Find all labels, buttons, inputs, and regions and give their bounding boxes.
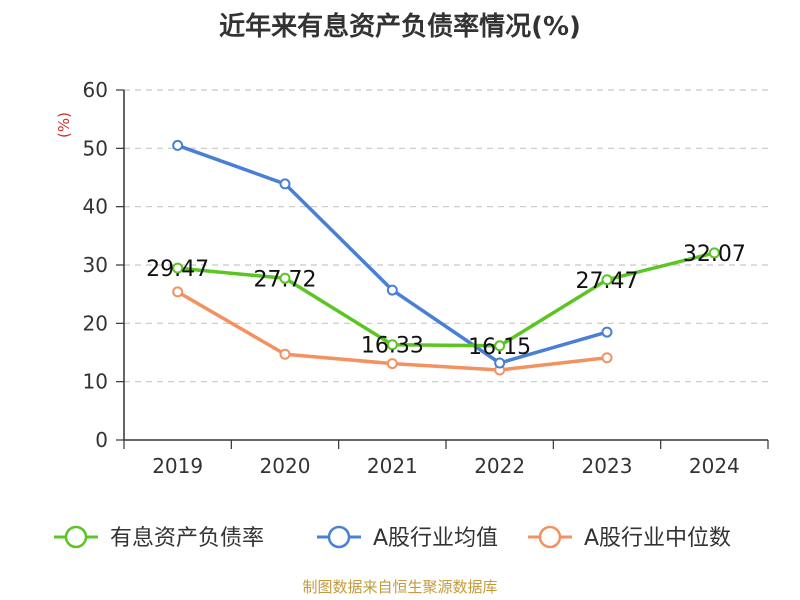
data-point — [172, 262, 184, 274]
series-line — [177, 251, 715, 348]
data-label: 16.33 — [361, 334, 424, 359]
y-axis-label: (%) — [55, 112, 73, 138]
legend-swatch-marker — [64, 525, 88, 549]
legend-label: A股行业均值 — [373, 526, 498, 551]
y-tick-label: 20 — [83, 311, 108, 335]
data-label: 29.47 — [146, 257, 209, 282]
data-label: 27.47 — [576, 269, 639, 294]
data-point — [494, 340, 506, 352]
series-layer — [172, 139, 720, 376]
data-point — [386, 339, 398, 351]
grid-lines — [124, 89, 768, 383]
x-tick-label: 2023 — [582, 454, 633, 478]
y-tick-label: 50 — [83, 136, 108, 160]
data-point — [386, 358, 398, 370]
legend: 有息资产负债率 A股行业均值 A股行业中位数 — [54, 525, 731, 551]
y-tick-label: 60 — [83, 78, 108, 102]
data-label: 27.72 — [254, 267, 317, 292]
x-tick-label: 2020 — [260, 454, 311, 478]
chart-title: 近年来有息资产负债率情况(%) — [219, 12, 581, 42]
data-point — [172, 286, 184, 298]
data-point — [386, 284, 398, 296]
x-tick-label: 2021 — [367, 454, 418, 478]
data-point — [279, 272, 291, 284]
y-axis-ticks: 0 10 20 30 40 50 60 — [83, 78, 124, 452]
data-point — [279, 348, 291, 360]
data-label: 32.07 — [683, 242, 746, 267]
data-point — [601, 326, 613, 338]
data-point — [279, 178, 291, 190]
data-point — [708, 247, 720, 259]
data-label: 16.15 — [468, 335, 531, 360]
x-tick-label: 2019 — [152, 454, 203, 478]
data-point — [601, 274, 613, 286]
y-tick-label: 10 — [83, 370, 108, 394]
legend-label: A股行业中位数 — [584, 526, 731, 551]
data-point — [172, 139, 184, 151]
legend-swatch-marker — [538, 525, 562, 549]
y-tick-label: 40 — [83, 195, 108, 219]
legend-label: 有息资产负债率 — [110, 526, 264, 551]
x-tick-label: 2022 — [474, 454, 525, 478]
data-point — [601, 352, 613, 364]
source-note: 制图数据来自恒生聚源数据库 — [302, 578, 498, 596]
x-tick-label: 2024 — [689, 454, 740, 478]
y-tick-label: 0 — [95, 428, 108, 452]
x-axis-ticks: 2019 2020 2021 2022 2023 2024 — [123, 440, 769, 478]
legend-swatch-marker — [327, 525, 351, 549]
data-labels: 29.47 27.72 16.33 16.15 27.47 32.07 — [146, 242, 746, 360]
data-point — [494, 357, 506, 369]
y-tick-label: 30 — [83, 253, 108, 277]
